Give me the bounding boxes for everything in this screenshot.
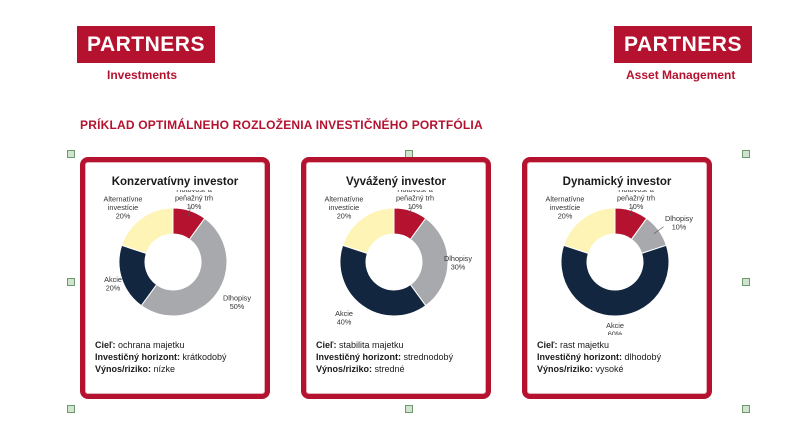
risk-value: vysoké (595, 364, 624, 374)
selection-handle[interactable] (742, 405, 750, 413)
selection-handle[interactable] (67, 278, 75, 286)
card-summary: Cieľ: stabilita majetku Investičný horiz… (316, 339, 453, 375)
goal-label: Cieľ: (316, 340, 337, 350)
risk-value: stredné (374, 364, 405, 374)
risk-label: Výnos/riziko: (537, 364, 594, 374)
donut-slice-stocks (339, 244, 427, 317)
leader-line (187, 204, 192, 217)
slice-label-stocks: Akcie 20% (104, 275, 122, 293)
donut-slice-alternative (563, 207, 616, 254)
goal-label: Cieľ: (95, 340, 116, 350)
goal-label: Cieľ: (537, 340, 558, 350)
donut-slice-alternative (342, 207, 395, 254)
page-title: PRÍKLAD OPTIMÁLNEHO ROZLOŽENIA INVESTIČN… (80, 118, 483, 132)
goal-value: rast majetku (560, 340, 610, 350)
risk-label: Výnos/riziko: (316, 364, 373, 374)
horizon-label: Investičný horizont: (95, 352, 181, 362)
slice-label-alternative: Alternatívne investície 20% (546, 194, 585, 220)
logo-brand: PARTNERS (77, 26, 215, 63)
selection-handle[interactable] (405, 405, 413, 413)
selection-handle[interactable] (67, 405, 75, 413)
slice-label-alternative: Alternatívne investície 20% (104, 194, 143, 220)
horizon-label: Investičný horizont: (316, 352, 402, 362)
slice-label-alternative: Alternatívne investície 20% (325, 194, 364, 220)
selection-handle[interactable] (742, 150, 750, 158)
card-title: Vyvážený investor (346, 176, 446, 188)
card-summary: Cieľ: rast majetku Investičný horizont: … (537, 339, 661, 375)
portfolio-card-balanced: Vyvážený investor Hotovosť apeňažný trh1… (301, 157, 491, 399)
goal-value: ochrana majetku (118, 340, 185, 350)
horizon-label: Investičný horizont: (537, 352, 623, 362)
selection-handle[interactable] (742, 278, 750, 286)
leader-line (629, 204, 634, 217)
slice-label-bonds: Dlhopisy 10% (665, 214, 693, 232)
slice-label-stocks: Akcie 60% (606, 321, 624, 335)
selection-handle[interactable] (67, 150, 75, 158)
slice-label-bonds: Dlhopisy 30% (444, 254, 472, 272)
partners-asset-management-logo: PARTNERS Asset Management (614, 26, 752, 82)
donut-slice-stocks (560, 244, 670, 317)
goal-value: stabilita majetku (339, 340, 404, 350)
portfolio-card-dynamic: Dynamický investor Hotovosť apeňažný trh… (522, 157, 712, 399)
slice-label-bonds: Dlhopisy 50% (223, 294, 251, 312)
card-title: Konzervatívny investor (111, 176, 239, 188)
logo-brand: PARTNERS (614, 26, 752, 63)
partners-investments-logo: PARTNERS Investments (77, 26, 215, 82)
portfolio-card-conservative: Konzervatívny investor Hotovosť apeňažný… (80, 157, 270, 399)
horizon-value: krátkodobý (182, 352, 227, 362)
risk-value: nízke (153, 364, 176, 374)
donut-slice-bonds (409, 217, 449, 307)
risk-label: Výnos/riziko: (95, 364, 152, 374)
card-title: Dynamický investor (562, 176, 672, 188)
horizon-value: strednodobý (403, 352, 454, 362)
logo-subtitle: Asset Management (626, 68, 736, 82)
logo-subtitle: Investments (107, 68, 178, 82)
leader-line (408, 204, 413, 217)
horizon-value: dlhodobý (624, 352, 662, 362)
donut-slice-bonds (140, 217, 228, 317)
leader-line (653, 226, 664, 235)
donut-slice-alternative (121, 207, 174, 254)
card-summary: Cieľ: ochrana majetku Investičný horizon… (95, 339, 227, 375)
slice-label-stocks: Akcie 40% (335, 309, 353, 327)
